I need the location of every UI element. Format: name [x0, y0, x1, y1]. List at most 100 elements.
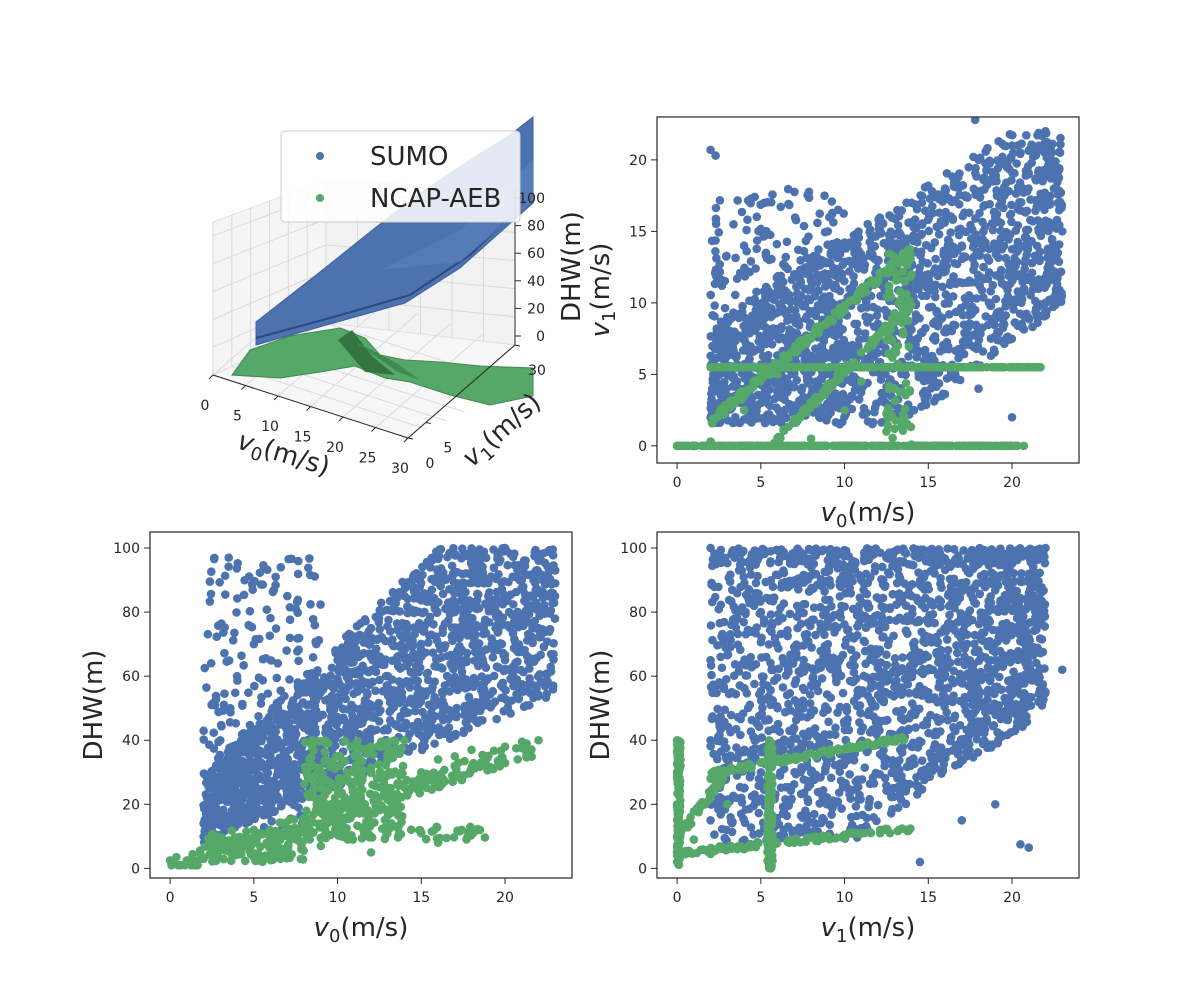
point-sumo-cloud	[336, 657, 345, 667]
point-sumo-cloud	[756, 200, 765, 210]
point-sumo-cloud	[220, 590, 230, 599]
point-sumo-cloud	[246, 737, 255, 746]
point-sumo-cloud	[407, 581, 416, 591]
point-sumo-cloud	[437, 712, 446, 722]
point-sumo-cloud	[815, 209, 825, 218]
point-sumo-cloud	[298, 698, 308, 708]
point-sumo-cloud	[735, 418, 745, 428]
point-ncap-cloud	[896, 299, 905, 309]
point-sumo-cloud	[225, 717, 235, 727]
point-sumo-cloud	[474, 639, 484, 648]
point-sumo-cloud	[733, 196, 742, 205]
point-sumo-cloud	[986, 301, 996, 311]
point-sumo-cloud	[392, 625, 402, 635]
point-sumo-cloud	[917, 220, 927, 229]
point-sumo-cloud	[529, 620, 538, 630]
point-sumo-cloud	[791, 215, 801, 225]
point-sumo-cloud	[326, 702, 335, 711]
point-ncap	[840, 405, 849, 415]
point-ncap-cloud	[794, 341, 804, 351]
point-sumo-cloud	[292, 597, 302, 607]
point-sumo-cloud	[782, 237, 792, 247]
point-sumo-cloud	[402, 627, 411, 637]
point-sumo-cloud	[375, 625, 385, 634]
point-sumo-cloud	[990, 320, 999, 330]
point-sumo-cloud	[438, 589, 448, 599]
point-sumo-cloud	[479, 621, 489, 630]
xlabel-var: v	[821, 498, 837, 528]
point-sumo-cloud	[460, 710, 469, 720]
point-sumo-cloud	[532, 684, 541, 693]
point-sumo-cloud	[991, 171, 1001, 181]
point-sumo-cloud	[938, 189, 948, 198]
point-sumo-cloud	[261, 750, 271, 759]
point-sumo-cloud	[1021, 131, 1031, 140]
point-sumo-cloud	[448, 663, 457, 672]
point-sumo-cloud	[548, 684, 558, 694]
point-sumo-cloud	[360, 695, 370, 705]
point-sumo-cloud	[924, 226, 934, 236]
point-sumo-cloud	[911, 345, 920, 355]
point-sumo-cloud	[959, 349, 969, 359]
point-sumo-cloud	[746, 257, 756, 266]
point-sumo-cloud	[1015, 198, 1024, 207]
point-sumo-cloud	[431, 655, 441, 664]
point-sumo-cloud	[938, 197, 947, 206]
point-sumo-cloud	[869, 352, 879, 361]
point-sumo-cloud	[472, 604, 482, 614]
point-sumo-cloud	[968, 242, 978, 252]
point-sumo-cloud	[938, 282, 947, 292]
point-sumo-cloud	[416, 696, 426, 706]
point-sumo-cloud	[776, 202, 786, 212]
point-sumo-cloud	[708, 310, 717, 320]
point-sumo-cloud	[296, 745, 306, 754]
point-sumo-cloud	[917, 291, 927, 301]
point-sumo-cloud	[309, 701, 319, 711]
point-sumo-cloud	[920, 206, 930, 215]
point-sumo-cloud	[319, 684, 328, 694]
xtick-3d-mark	[208, 374, 214, 380]
point-sumo-cloud	[804, 285, 813, 295]
point-sumo-cloud	[251, 634, 261, 644]
point-sumo-cloud	[262, 716, 271, 725]
point-sumo-cloud	[969, 152, 978, 162]
point-sumo-cloud	[529, 575, 538, 585]
point-sumo-cloud	[258, 580, 268, 589]
point-sumo-cloud	[1018, 323, 1027, 333]
point-sumo-cloud	[945, 310, 954, 319]
point-sumo-cloud	[847, 342, 857, 352]
point-sumo-cloud	[396, 650, 406, 659]
point-sumo-cloud	[488, 638, 498, 647]
point-sumo-cloud	[973, 327, 983, 337]
point-sumo-cloud	[346, 630, 356, 640]
point-sumo-cloud	[340, 716, 349, 725]
point-sumo-cloud	[233, 802, 243, 812]
point-sumo-cloud	[204, 782, 213, 792]
point-sumo-cloud	[987, 218, 997, 228]
point-sumo-cloud	[941, 290, 951, 299]
point-sumo-cloud	[810, 308, 819, 318]
point-sumo-cloud	[265, 631, 275, 640]
grid3d-z-left	[212, 218, 327, 265]
point-sumo-cloud	[293, 634, 302, 643]
point-sumo-cloud	[740, 263, 749, 273]
point-sumo-cloud	[729, 220, 738, 229]
point-sumo-cloud	[490, 603, 500, 613]
point-sumo-cloud	[745, 296, 754, 305]
point-sumo-cloud	[378, 659, 388, 668]
point-sumo-cloud	[457, 544, 467, 554]
point-sumo-cloud	[359, 638, 369, 647]
point-sumo-cloud	[917, 191, 927, 201]
point-sumo-cloud	[359, 648, 368, 658]
point-sumo-cloud	[1013, 237, 1023, 247]
point-ncap-cloud	[715, 407, 724, 417]
point-sumo-cloud	[765, 230, 775, 240]
point-sumo-cloud	[263, 743, 273, 752]
point-sumo-cloud	[780, 262, 790, 272]
point-ncap	[450, 751, 460, 761]
point-sumo-cloud	[473, 589, 482, 599]
point-sumo-cloud	[851, 258, 861, 268]
ylabel-var: v	[586, 321, 616, 337]
point-sumo-cloud	[279, 746, 288, 755]
point-sumo-cloud	[825, 212, 834, 222]
